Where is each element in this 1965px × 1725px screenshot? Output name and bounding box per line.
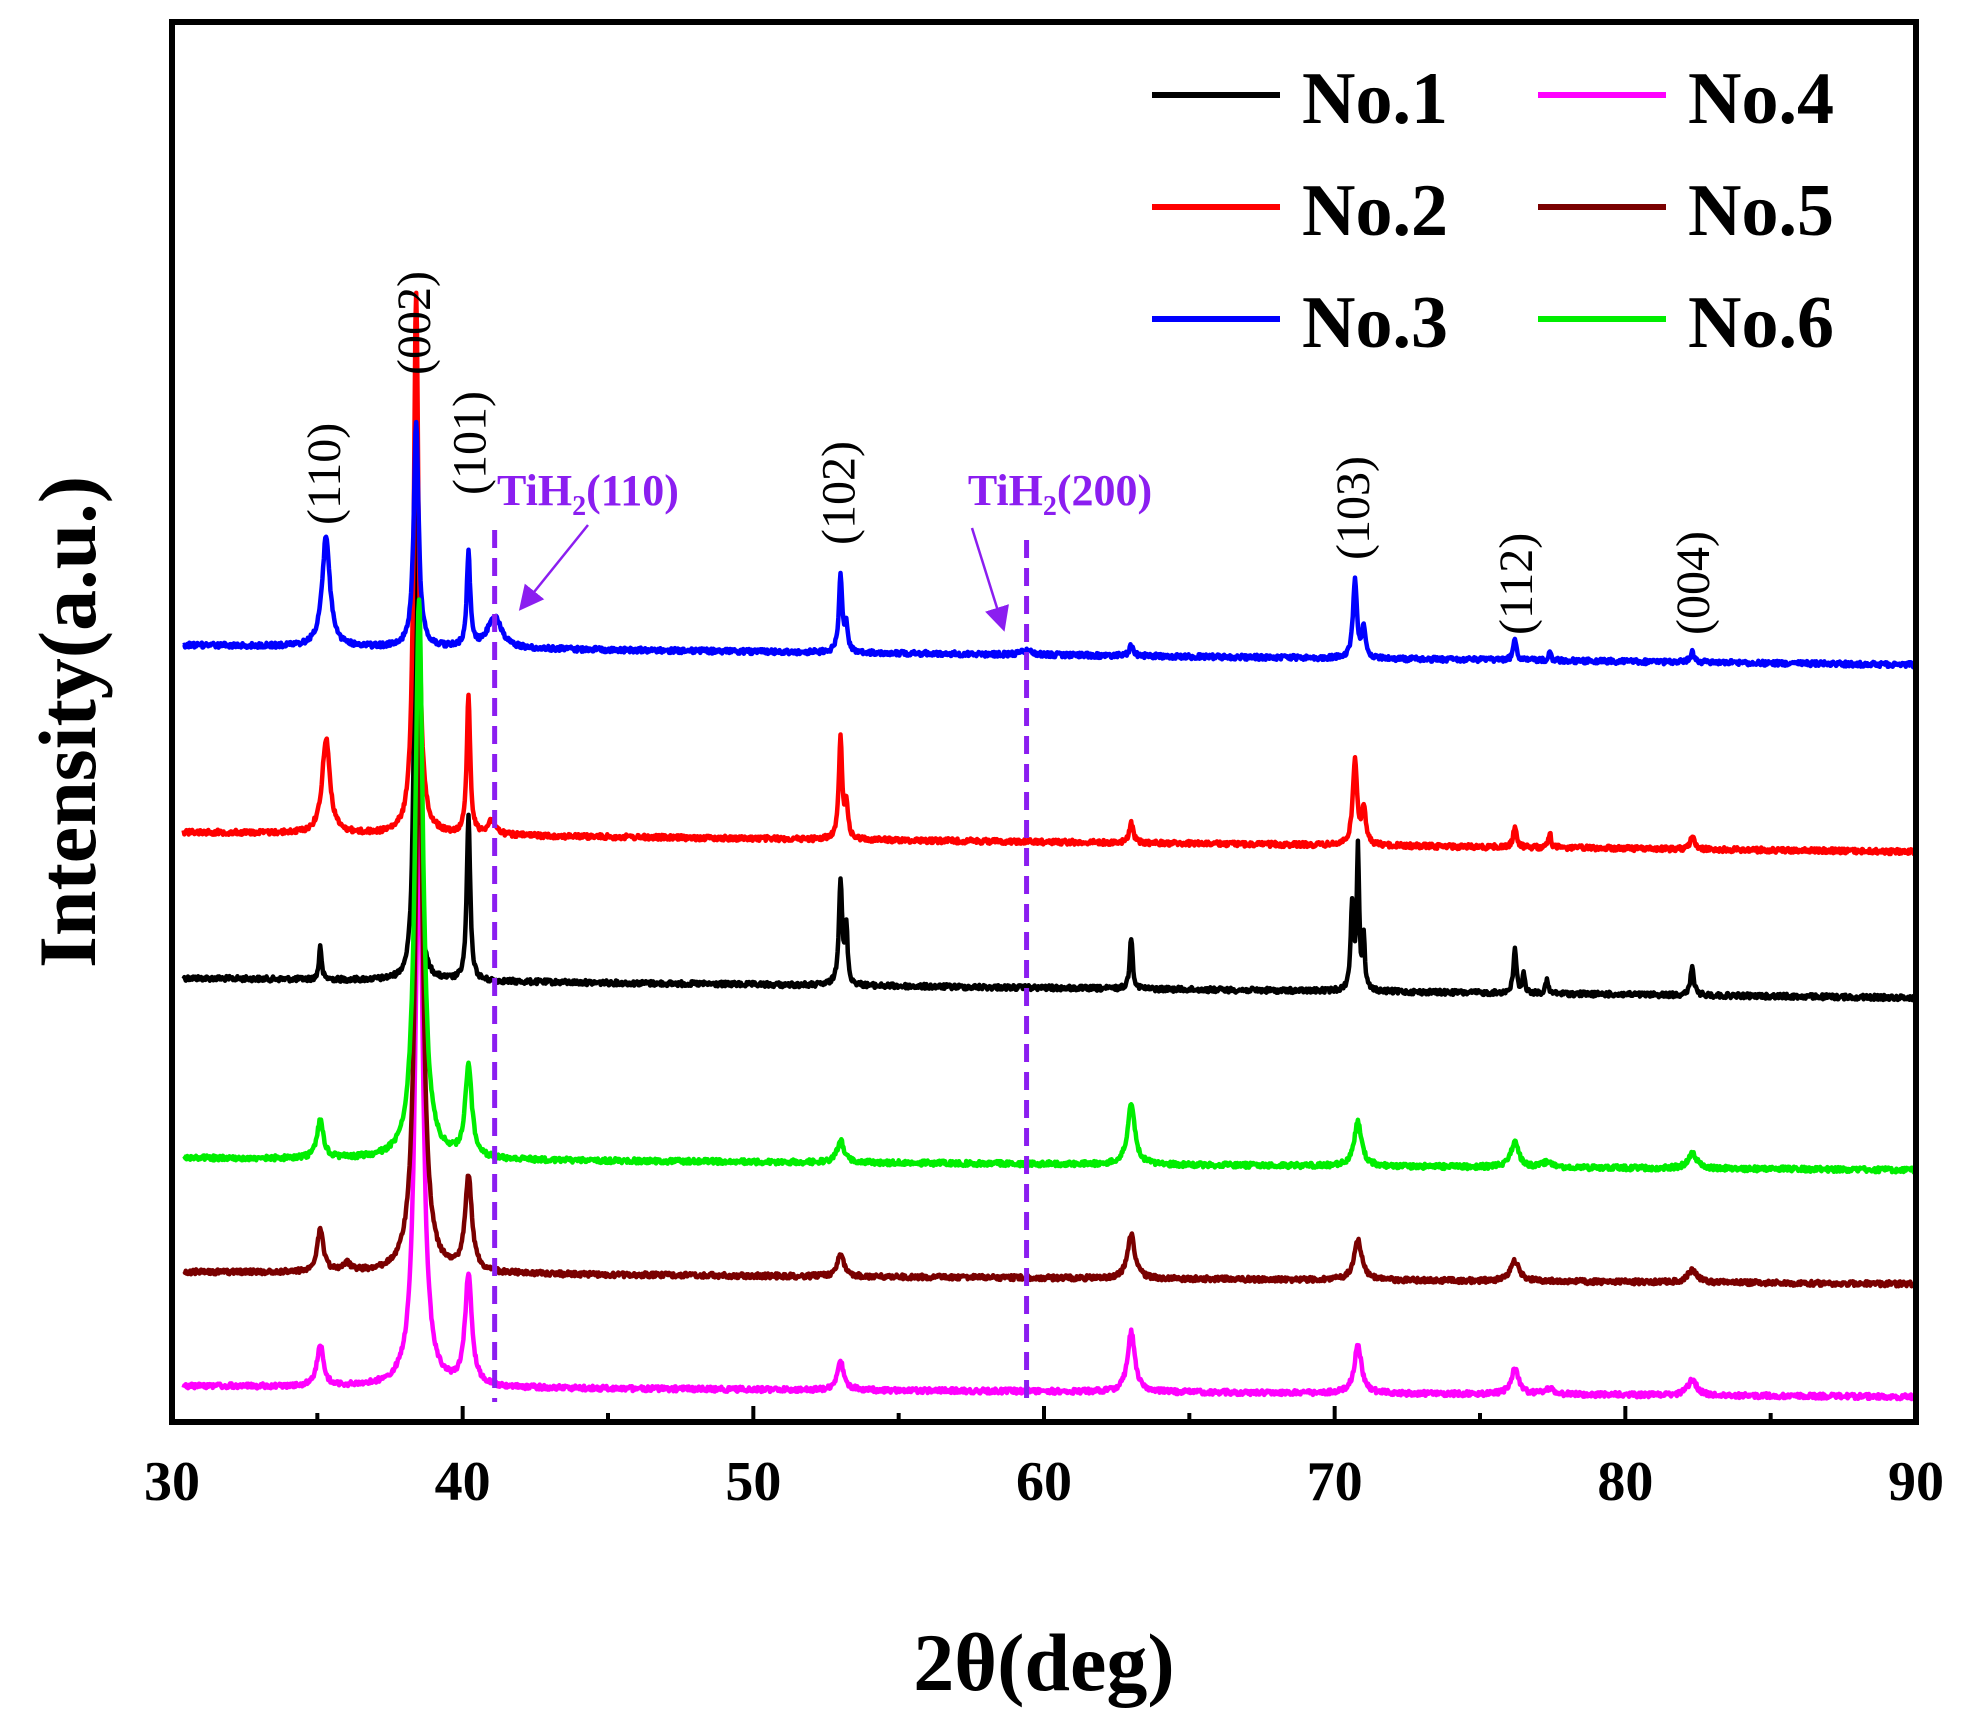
peak-label: (112) bbox=[1490, 533, 1543, 635]
series-line-no5 bbox=[182, 708, 1917, 1289]
phase-label: TiH2(110) bbox=[497, 466, 679, 522]
peak-label: (110) bbox=[298, 423, 351, 525]
series-line-no1 bbox=[181, 460, 1917, 1003]
legend-label: No.3 bbox=[1302, 282, 1448, 364]
legend-label: No.6 bbox=[1688, 282, 1834, 364]
peak-label: (103) bbox=[1327, 456, 1380, 560]
legend-label: No.4 bbox=[1688, 58, 1834, 140]
x-tick-label: 50 bbox=[725, 1451, 781, 1513]
x-tick-label: 30 bbox=[144, 1451, 200, 1513]
series-line-no6 bbox=[182, 597, 1918, 1175]
legend-label: No.2 bbox=[1302, 170, 1448, 252]
x-axis-title: 2θ(deg) bbox=[913, 1617, 1174, 1708]
x-tick-layer: 30 40 50 60 70 80 90 bbox=[144, 1406, 1944, 1513]
x-tick-label: 90 bbox=[1888, 1451, 1944, 1513]
peak-label: (101) bbox=[443, 391, 496, 495]
x-tick-label: 60 bbox=[1016, 1451, 1072, 1513]
series-layer bbox=[181, 290, 1918, 1402]
legend-label: No.1 bbox=[1302, 58, 1448, 140]
series-line-no4 bbox=[181, 825, 1917, 1402]
y-axis-title: Intensity(a.u.) bbox=[22, 476, 113, 968]
x-tick-label: 40 bbox=[435, 1451, 491, 1513]
peak-label-layer: (110) (002)(101) (102) (103) (112) (004) bbox=[298, 271, 1720, 635]
x-tick-label: 80 bbox=[1597, 1451, 1653, 1513]
series-line-no3 bbox=[182, 419, 1918, 670]
peak-label: (004) bbox=[1667, 531, 1720, 635]
phase-arrow bbox=[970, 527, 1009, 632]
legend: No.1 No.2 No.3 No.4 No.5 No.6 bbox=[1152, 58, 1834, 364]
legend-label: No.5 bbox=[1688, 170, 1834, 252]
phase-line-layer: TiH2(110) TiH2(200) bbox=[492, 466, 1152, 1402]
peak-label: (102) bbox=[813, 441, 866, 545]
series-line-no2 bbox=[181, 290, 1917, 857]
phase-arrow bbox=[518, 524, 589, 611]
x-tick-label: 70 bbox=[1307, 1451, 1363, 1513]
peak-label: (002) bbox=[388, 271, 441, 375]
phase-label: TiH2(200) bbox=[968, 466, 1152, 522]
